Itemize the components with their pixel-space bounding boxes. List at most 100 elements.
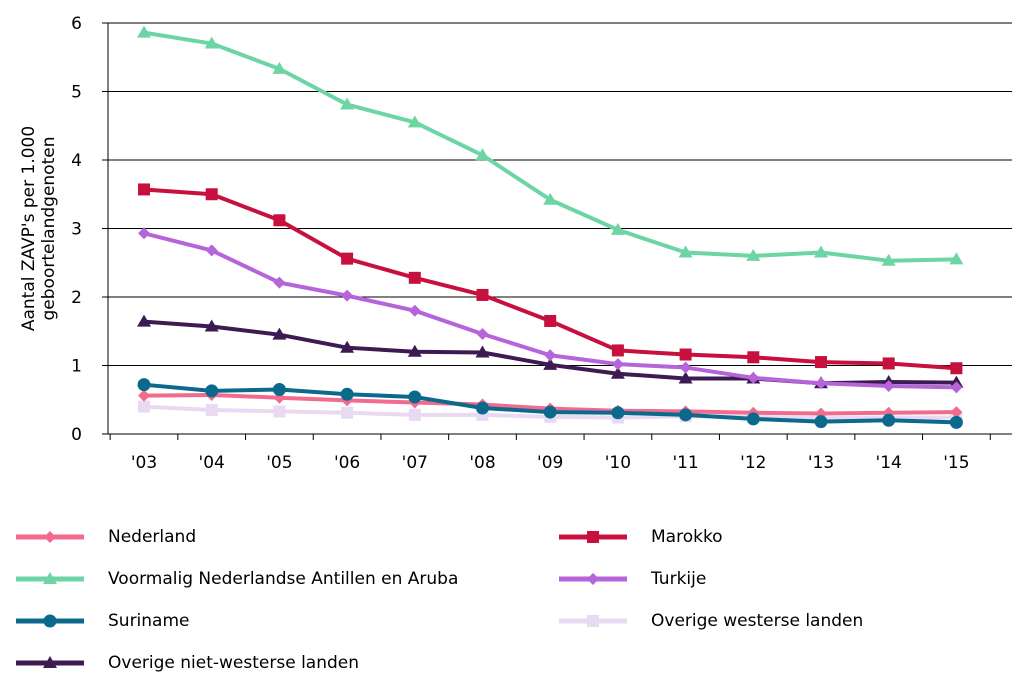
data-point-overige-niet-westerse-landen xyxy=(137,314,151,327)
legend-item-suriname: Suriname xyxy=(12,606,190,636)
x-tick-label: '14 xyxy=(876,453,902,473)
data-point-nederland xyxy=(950,406,963,419)
data-point-turkije xyxy=(679,361,692,374)
data-point-marokko xyxy=(815,356,827,369)
series-voormalig-nederlandse-antillen-en-aruba xyxy=(137,25,964,266)
data-point-overige-niet-westerse-landen xyxy=(272,327,287,340)
data-point-overige-westerse-landen xyxy=(138,400,150,413)
data-point-voormalig-nederlandse-antillen-en-aruba xyxy=(137,25,151,38)
x-tick-label: '04 xyxy=(199,453,225,473)
y-tick-label: 6 xyxy=(71,14,82,34)
data-point-voormalig-nederlandse-antillen-en-aruba xyxy=(204,36,219,49)
data-point-suriname xyxy=(882,413,896,427)
legend-label-overige-niet-westerse: Overige niet-westerse landen xyxy=(108,653,360,673)
series-marokko xyxy=(138,183,963,375)
data-point-turkije xyxy=(408,304,421,317)
x-tick-label: '10 xyxy=(605,453,631,473)
legend-label-overige-westerse: Overige westerse landen xyxy=(651,611,864,631)
legend-marker xyxy=(43,656,57,668)
legend-label-suriname: Suriname xyxy=(108,611,190,631)
series-turkije xyxy=(138,227,963,394)
x-tick-label: '05 xyxy=(266,453,292,473)
y-tick-label: 2 xyxy=(71,288,82,308)
y-tick-label: 5 xyxy=(71,83,82,103)
data-point-marokko xyxy=(138,183,150,196)
data-point-suriname xyxy=(611,406,625,420)
data-point-overige-niet-westerse-landen xyxy=(204,319,219,332)
data-point-marokko xyxy=(950,362,963,375)
x-tick-label: '09 xyxy=(537,453,563,473)
y-axis-label-line-1: Aantal ZAVP's per 1.000 xyxy=(19,126,39,331)
y-tick-label: 4 xyxy=(71,151,82,171)
data-point-turkije xyxy=(747,371,760,384)
legend-swatch-overige-westerse xyxy=(559,615,627,627)
data-point-suriname xyxy=(543,405,557,419)
legend-label-antillen: Voormalig Nederlandse Antillen en Aruba xyxy=(108,569,459,589)
axes xyxy=(102,22,1012,440)
legend-item-turkije: Turkije xyxy=(555,564,706,594)
data-point-overige-westerse-landen xyxy=(205,404,218,417)
data-point-marokko xyxy=(408,271,421,284)
data-point-marokko xyxy=(205,188,218,201)
line-chart: 0 1 2 3 4 5 6 '03 '04 '05 '06 '07 '08 '09 '10 '11 '12 '1… xyxy=(19,14,1012,473)
y-tick-label: 3 xyxy=(71,220,82,240)
legend-marker xyxy=(587,615,599,627)
data-point-overige-niet-westerse-landen xyxy=(475,345,490,358)
x-tick-labels: '03 '04 '05 '06 '07 '08 '09 '10 '11 '12 '13 '14 '15 xyxy=(131,453,970,473)
data-point-voormalig-nederlandse-antillen-en-aruba xyxy=(407,115,422,128)
data-point-voormalig-nederlandse-antillen-en-aruba xyxy=(610,222,625,235)
data-point-overige-westerse-landen xyxy=(273,405,286,418)
legend: Nederland Marokko Voormalig Nederlandse … xyxy=(0,510,1012,677)
data-point-overige-niet-westerse-landen xyxy=(678,371,693,384)
data-point-suriname xyxy=(408,390,422,404)
data-point-marokko xyxy=(544,314,557,327)
legend-item-overige-westerse: Overige westerse landen xyxy=(555,606,863,636)
data-point-overige-westerse-landen xyxy=(341,406,354,419)
x-tick-label: '08 xyxy=(469,453,495,473)
data-point-voormalig-nederlandse-antillen-en-aruba xyxy=(543,192,558,205)
legend-swatch-overige-niet-westerse xyxy=(16,656,84,668)
data-point-marokko xyxy=(611,344,624,357)
data-point-marokko xyxy=(679,348,692,361)
legend-swatch-suriname xyxy=(16,614,84,628)
data-point-turkije xyxy=(815,377,827,390)
legend-item-overige-niet-westerse: Overige niet-westerse landen xyxy=(12,648,359,678)
series-suriname xyxy=(137,378,963,429)
legend-label-marokko: Marokko xyxy=(651,527,723,547)
data-point-suriname xyxy=(272,382,286,396)
data-point-turkije xyxy=(341,289,354,302)
data-point-suriname xyxy=(205,384,219,398)
x-tick-label: '07 xyxy=(402,453,428,473)
legend-label-nederland: Nederland xyxy=(108,527,197,547)
legend-swatch-turkije xyxy=(559,573,627,585)
data-point-suriname xyxy=(476,401,489,415)
legend-item-antillen: Voormalig Nederlandse Antillen en Aruba xyxy=(12,564,458,594)
x-tick-label: '03 xyxy=(131,453,157,473)
legend-marker xyxy=(44,531,56,543)
y-tick-label: 1 xyxy=(71,357,82,377)
data-point-turkije xyxy=(138,227,150,240)
data-point-overige-niet-westerse-landen xyxy=(610,366,625,379)
legend-swatch-marokko xyxy=(559,531,627,543)
series-line-voormalig-nederlandse-antillen-en-aruba xyxy=(143,30,957,263)
legend-swatch-antillen xyxy=(16,572,84,584)
data-point-turkije xyxy=(273,276,286,289)
x-tick-label: '13 xyxy=(808,453,834,473)
x-tick-label: '15 xyxy=(943,453,969,473)
x-tick-label: '11 xyxy=(672,453,698,473)
data-point-overige-westerse-landen xyxy=(408,408,421,421)
data-point-suriname xyxy=(814,415,828,429)
data-point-marokko xyxy=(747,351,760,364)
data-point-turkije xyxy=(950,381,963,394)
data-point-voormalig-nederlandse-antillen-en-aruba xyxy=(678,245,693,258)
y-axis-label-line-2: geboortelandgenoten xyxy=(39,137,59,321)
legend-swatch-nederland xyxy=(16,531,84,543)
data-point-suriname xyxy=(137,378,151,392)
legend-item-marokko: Marokko xyxy=(555,522,723,552)
data-point-turkije xyxy=(476,327,489,340)
legend-marker xyxy=(587,531,599,543)
data-point-overige-niet-westerse-landen xyxy=(543,357,558,370)
data-point-turkije xyxy=(544,349,557,362)
legend-marker xyxy=(587,573,599,585)
x-tick-label: '06 xyxy=(334,453,360,473)
